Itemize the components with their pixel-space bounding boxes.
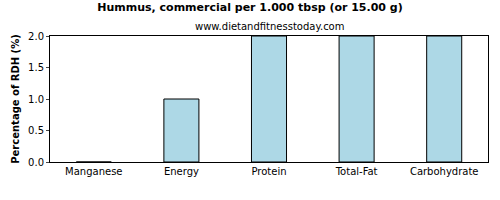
svg-text:Percentage of RDH (%): Percentage of RDH (%) [10, 34, 21, 164]
svg-text:Carbohydrate: Carbohydrate [410, 166, 479, 177]
svg-text:www.dietandfitnesstoday.com: www.dietandfitnesstoday.com [195, 21, 344, 32]
svg-text:0.0: 0.0 [28, 157, 44, 168]
svg-text:0.5: 0.5 [28, 125, 44, 136]
svg-text:Protein: Protein [251, 166, 286, 177]
svg-text:Energy: Energy [164, 166, 199, 177]
svg-text:1.5: 1.5 [28, 62, 44, 73]
svg-text:Manganese: Manganese [65, 166, 122, 177]
svg-text:Hummus, commercial per 1.000 t: Hummus, commercial per 1.000 tbsp (or 15… [97, 1, 403, 14]
svg-text:1.0: 1.0 [28, 94, 44, 105]
svg-text:2.0: 2.0 [28, 31, 44, 42]
svg-text:Total-Fat: Total-Fat [335, 166, 378, 177]
